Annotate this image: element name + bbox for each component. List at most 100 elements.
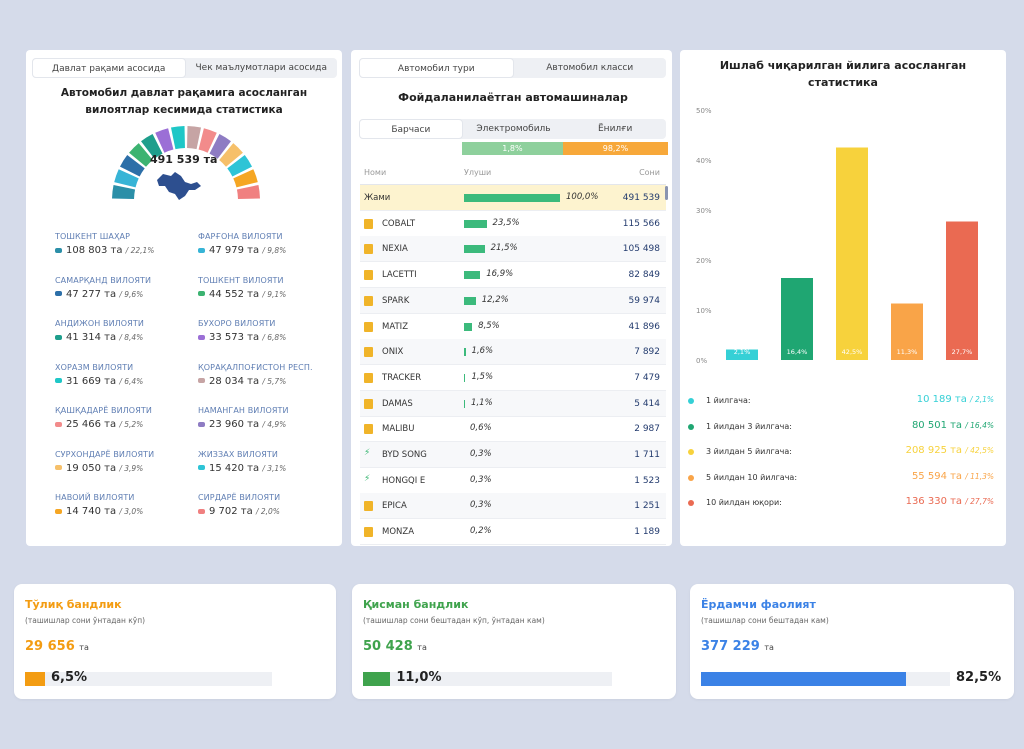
progress-percent: 6,5% [51, 670, 88, 685]
share-percent: 1,1% [471, 397, 493, 408]
table-row[interactable]: DAMAS 1,1% 5 414 [360, 390, 666, 417]
table-row[interactable]: ⚡ BYD SONG 0,3% 1 711 [360, 442, 666, 468]
share-percent: 0,3% [470, 449, 492, 459]
region-value: 108 803 та [66, 245, 123, 256]
age-bar[interactable] [836, 147, 868, 361]
table-row[interactable]: MATIZ 8,5% 41 896 [360, 314, 666, 340]
employment-card: Қисман бандлик (ташишлар сони бештадан кў… [352, 584, 676, 699]
region-name: ХОРАЗМ ВИЛОЯТИ [55, 362, 134, 372]
tab-vehicle-type[interactable]: Автомобил тури [359, 58, 514, 78]
legend-value-line: 80 501 та / 16,4% [912, 420, 994, 431]
model-name: DAMAS [382, 398, 413, 409]
model-name: MONZA [382, 527, 415, 538]
model-count: 1 711 [634, 450, 660, 460]
region-value: 9 702 та [209, 506, 253, 517]
model-name: COBALT [382, 218, 416, 229]
legend-color-dot [688, 398, 694, 404]
region-item: ЖИЗЗАХ ВИЛОЯТИ 15 420 та / 3,1% [198, 450, 338, 474]
table-row[interactable]: Жами 100,0% 491 539 [360, 185, 666, 211]
region-item: ФАРҒОНА ВИЛОЯТИ 47 979 та / 9,8% [198, 232, 338, 256]
model-count: 59 974 [628, 295, 661, 306]
table-row[interactable]: MONZA 0,2% 1 189 [360, 519, 666, 546]
col-share: Улуши [464, 168, 492, 177]
share-bar [464, 528, 465, 536]
model-count: 491 539 [622, 193, 660, 203]
card-unit: та [417, 643, 427, 652]
legend-color-dot [688, 423, 694, 430]
card-value-line: 29 656 та [25, 639, 89, 654]
bar-data-label: 16,4% [787, 348, 808, 356]
region-item: ҚАШҚАДАРЁ ВИЛОЯТИ 25 466 та / 5,2% [55, 406, 195, 430]
table-row[interactable]: EPICA 0,3% 1 251 [360, 493, 666, 520]
card-unit: та [764, 643, 774, 652]
progress-fill [25, 672, 45, 686]
table-row[interactable]: NEXIA 21,5% 105 498 [360, 236, 666, 263]
gauge-segment [219, 143, 243, 167]
card-value: 29 656 [25, 639, 75, 654]
model-count: 7 892 [634, 347, 660, 358]
share-bar [464, 245, 485, 254]
table-row[interactable]: ONIX 1,6% 7 892 [360, 339, 666, 366]
fuel-pump-icon [364, 398, 373, 409]
region-value-line: 41 314 та / 8,4% [55, 332, 195, 343]
gauge-segment [155, 128, 174, 153]
legend-value: 80 501 та [911, 419, 963, 431]
region-percent: / 9,8% [262, 246, 287, 255]
models-title: Фойдаланилаётган автомашиналар [398, 91, 628, 104]
table-row[interactable]: TRACKER 1,5% 7 479 [360, 365, 666, 391]
region-name: БУХОРО ВИЛОЯТИ [198, 319, 276, 328]
region-color-dot [198, 291, 205, 296]
age-bar[interactable] [946, 221, 978, 361]
tab-all[interactable]: Барчаси [359, 119, 463, 139]
card-subtitle: (ташишлар сони бештадан кўп, ўнтадан кам… [363, 616, 545, 625]
fuel-pump-icon [364, 527, 373, 538]
region-name: ЖИЗЗАХ ВИЛОЯТИ [198, 449, 278, 459]
legend-value-line: 55 594 та / 11,3% [912, 471, 994, 482]
y-tick-label: 10% [696, 307, 712, 315]
share-bar [464, 348, 466, 357]
region-item: НАМАНГАН ВИЛОЯТИ 23 960 та / 4,9% [198, 406, 338, 430]
table-row[interactable]: LACETTI 16,9% 82 849 [360, 262, 666, 289]
tab-plate-number[interactable]: Давлат рақами асосида [32, 58, 186, 78]
age-bar[interactable] [891, 303, 923, 361]
age-bar[interactable] [726, 349, 758, 361]
fuel-pump-icon [364, 321, 373, 332]
legend-value: 10 189 та [916, 394, 967, 405]
share-percent: 16,9% [486, 269, 514, 280]
region-percent: / 3,0% [119, 507, 144, 516]
region-percent: / 5,7% [262, 376, 287, 386]
region-value: 33 573 та [209, 332, 260, 343]
card-value-line: 50 428 та [363, 639, 427, 654]
fuel-pump-icon [364, 295, 373, 306]
region-percent: / 4,9% [262, 420, 287, 429]
card-value-line: 377 229 та [701, 639, 774, 654]
tab-electric[interactable]: Электромобиль [476, 124, 551, 134]
tab-vehicle-class[interactable]: Автомобил класси [546, 63, 634, 73]
gauge-segment [112, 184, 136, 199]
electric-share: 1,8% [462, 142, 563, 155]
region-percent: / 22,1% [125, 246, 155, 255]
fuel-pump-icon [364, 347, 373, 358]
tab-receipt-data[interactable]: Чек маълумотлари асосида [195, 63, 327, 73]
bar-data-label: 2,1% [734, 348, 751, 356]
table-scrollbar[interactable] [665, 186, 668, 200]
region-value: 47 277 та [66, 288, 117, 300]
col-name: Номи [364, 168, 387, 177]
age-bar[interactable] [781, 278, 813, 360]
tab-fuel[interactable]: Ёнилғи [598, 124, 633, 134]
table-row[interactable]: ⚡ HONGQI E 0,3% 1 523 [360, 468, 666, 494]
region-name: СУРХОНДАРЁ ВИЛОЯТИ [55, 449, 155, 459]
table-row[interactable]: MALIBU 0,6% 2 987 [360, 416, 666, 443]
model-name: SPARK [382, 295, 410, 306]
region-value-line: 47 277 та / 9,6% [55, 289, 195, 300]
region-value-line: 28 034 та / 5,7% [198, 376, 338, 387]
model-count: 41 896 [628, 321, 661, 332]
table-row[interactable]: COBALT 23,5% 115 566 [360, 211, 666, 237]
region-value: 14 740 та [66, 506, 117, 517]
region-item: ТОШКЕНТ ВИЛОЯТИ 44 552 та / 9,1% [198, 276, 338, 300]
table-row[interactable]: SPARK 12,2% 59 974 [360, 287, 666, 314]
region-value: 41 314 та [66, 332, 117, 343]
uzbekistan-map-icon [157, 172, 201, 200]
region-value: 28 034 та [209, 375, 260, 387]
